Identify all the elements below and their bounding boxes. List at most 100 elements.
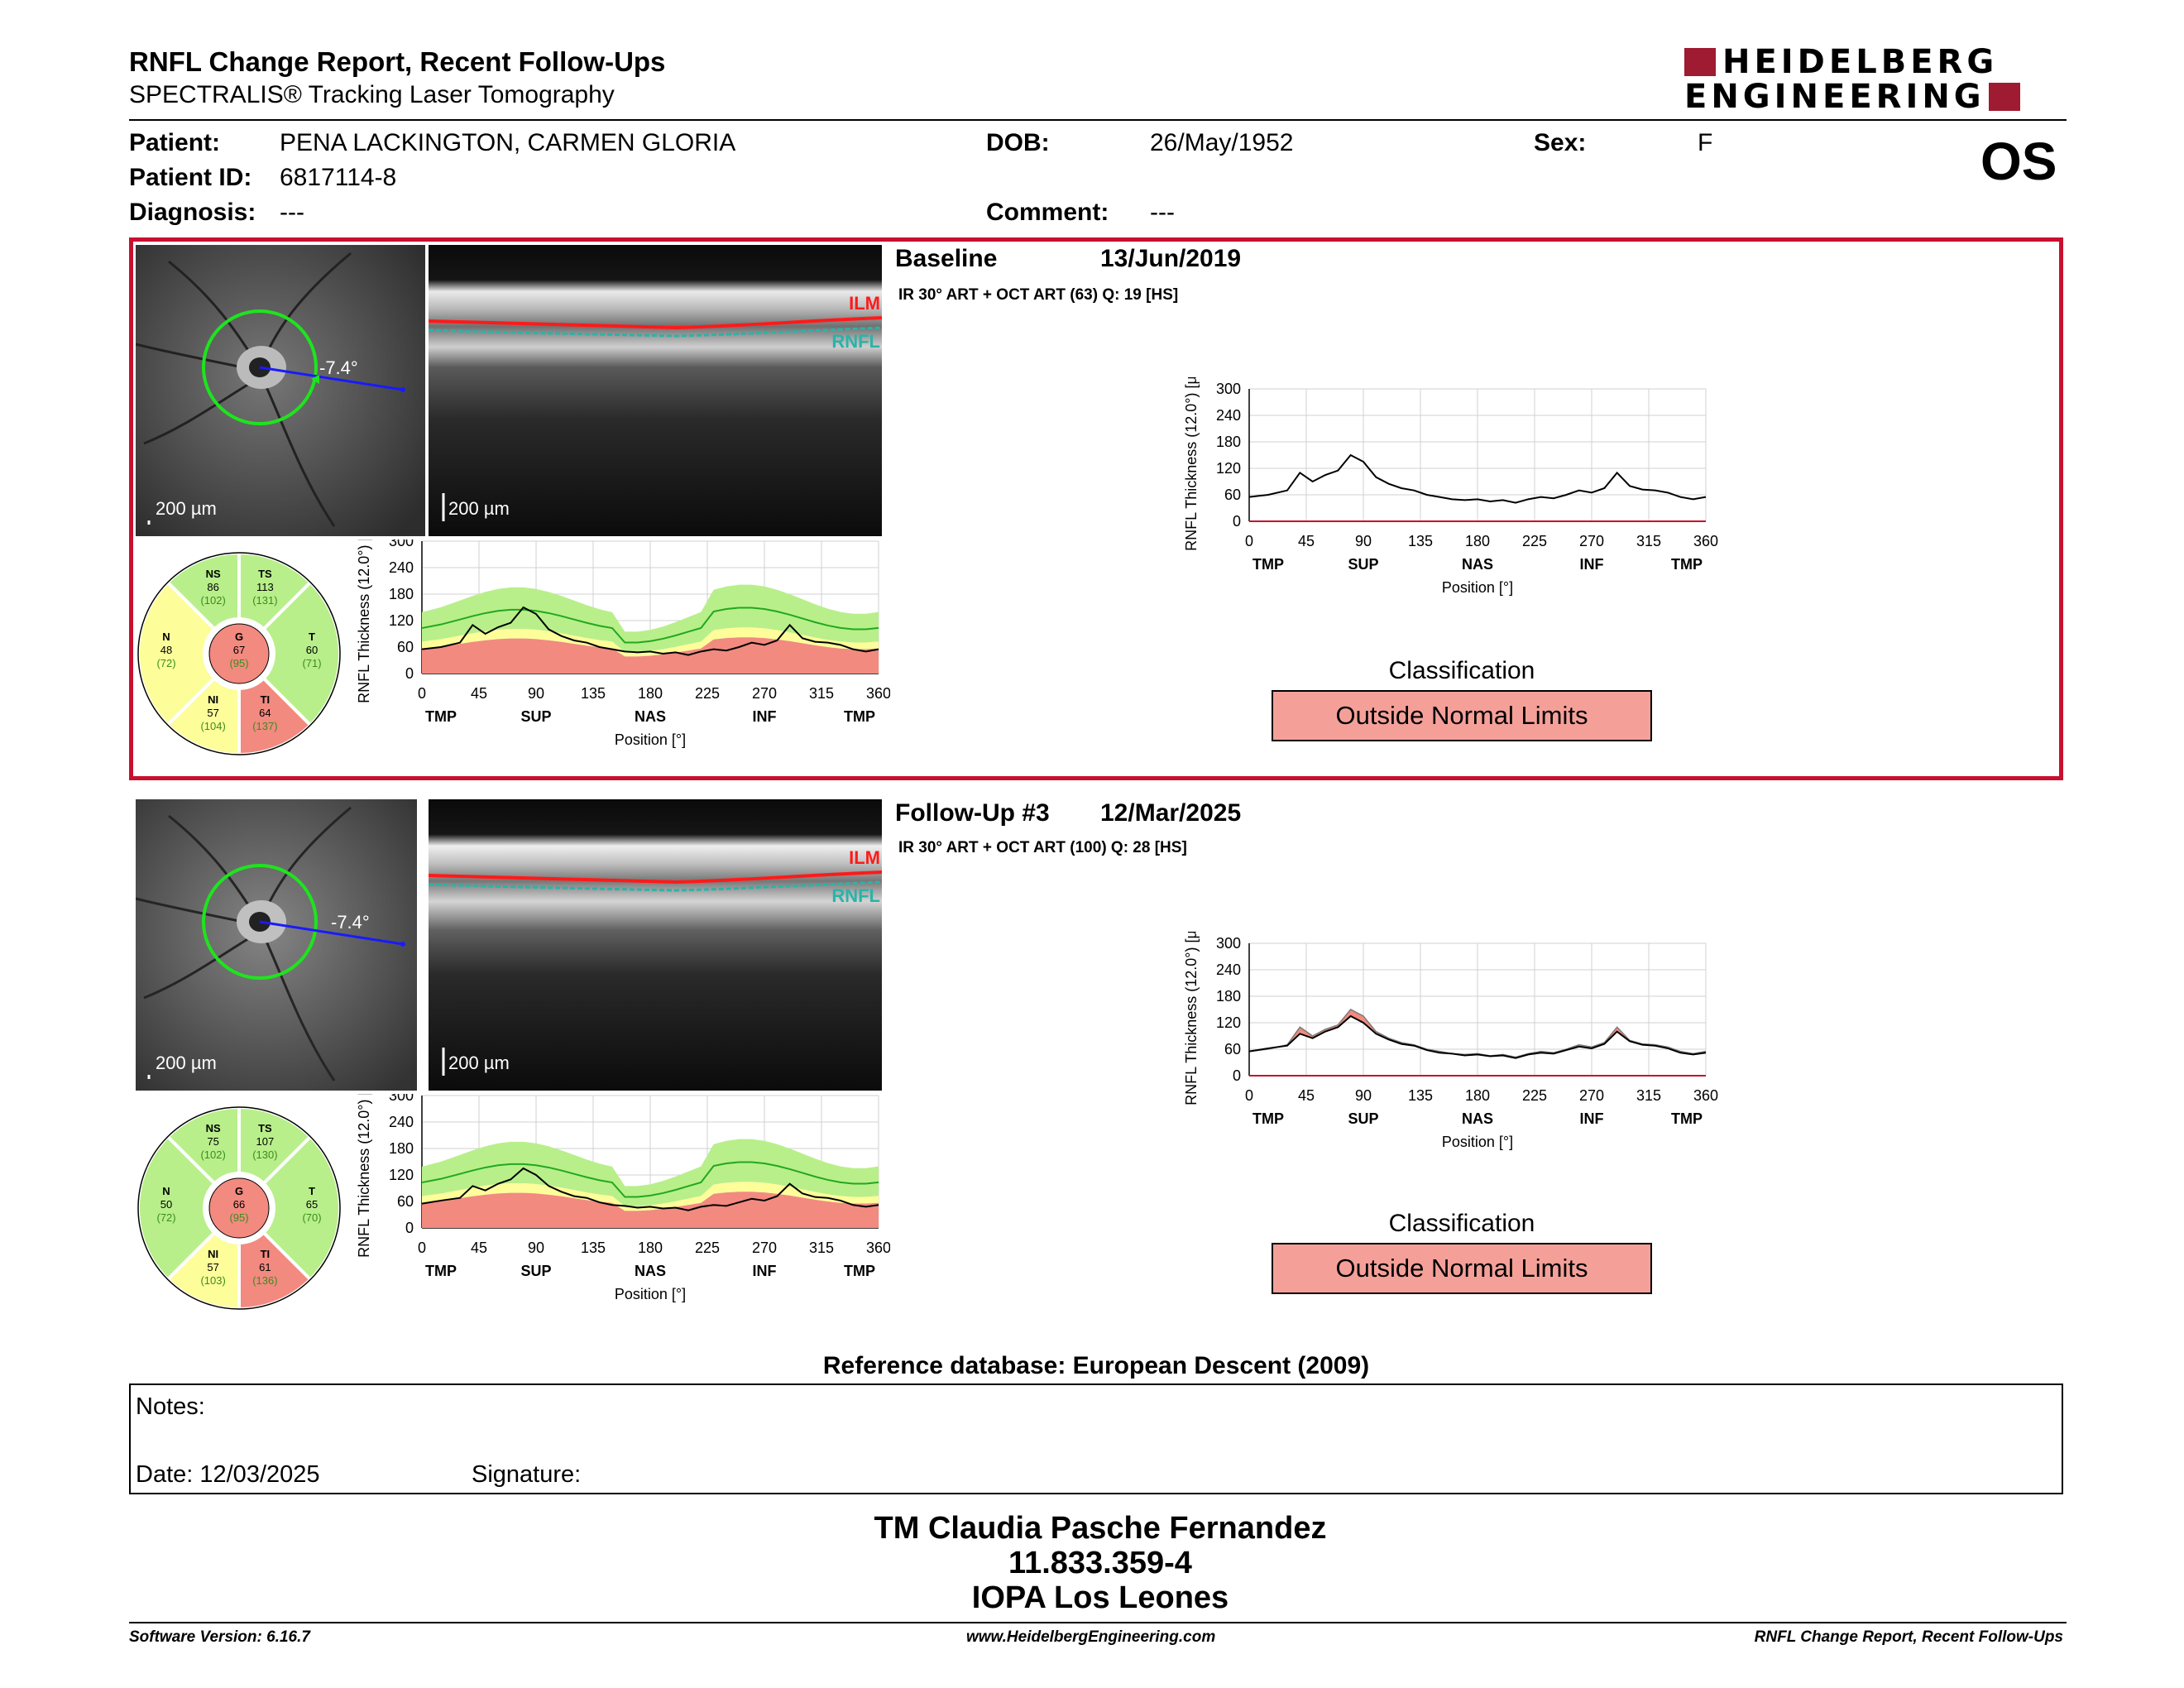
logo-square-icon bbox=[1684, 48, 1716, 76]
y-tick-label: 60 bbox=[397, 639, 414, 655]
normal-range-band bbox=[422, 584, 879, 652]
diagnosis-value: --- bbox=[280, 199, 304, 226]
sector-label-ti: TI bbox=[261, 1248, 271, 1260]
sector-label-ts: TS bbox=[258, 568, 272, 580]
sector-axis-label: NAS bbox=[1462, 1110, 1493, 1127]
x-tick-label: 180 bbox=[1465, 533, 1490, 549]
sector-value-g: 67 bbox=[233, 644, 245, 656]
y-tick-label: 240 bbox=[1216, 961, 1241, 978]
bscan-scale-label: 200 µm bbox=[448, 1053, 510, 1073]
baseline-thickness-profile-chart: 0 60 120 180 240 300 0 45 90 135 180 225 270 315 360 TM… bbox=[356, 539, 890, 748]
x-tick-label: 225 bbox=[1522, 1087, 1547, 1104]
baseline-fundus-image: -7.4° 200 µm bbox=[136, 245, 425, 536]
x-tick-label: 315 bbox=[1636, 1087, 1661, 1104]
thickness-line bbox=[421, 1167, 879, 1211]
patient-name: PENA LACKINGTON, CARMEN GLORIA bbox=[280, 129, 736, 156]
sector-label-ti: TI bbox=[261, 693, 271, 706]
normative-mean-line bbox=[421, 1161, 879, 1198]
x-tick-label: 180 bbox=[638, 685, 663, 702]
footer-report-name: RNFL Change Report, Recent Follow-Ups bbox=[1754, 1628, 2063, 1646]
sector-reference-ni: (104) bbox=[200, 720, 225, 732]
logo-square-icon bbox=[1988, 83, 2020, 111]
bscan-drawing bbox=[429, 245, 882, 536]
sector-value-ts: 113 bbox=[256, 581, 274, 593]
patient-id: 6817114-8 bbox=[280, 164, 397, 191]
website-link[interactable]: www.HeidelbergEngineering.com bbox=[966, 1628, 1216, 1646]
sector-axis-label: SUP bbox=[520, 708, 551, 725]
sector-value-t: 65 bbox=[306, 1198, 318, 1211]
sector-axis-label: NAS bbox=[1462, 556, 1493, 573]
change-difference-area bbox=[1249, 1009, 1706, 1058]
x-tick-label: 360 bbox=[866, 1240, 890, 1256]
x-tick-label: 360 bbox=[1693, 1087, 1718, 1104]
y-tick-label: 0 bbox=[1233, 513, 1241, 530]
scan-angle-label: -7.4° bbox=[319, 357, 358, 378]
notes-box: Notes: Date: 12/03/2025 Signature: bbox=[129, 1383, 2063, 1494]
x-tick-label: 135 bbox=[581, 685, 606, 702]
sector-outline bbox=[137, 552, 341, 755]
x-tick-label: 225 bbox=[1522, 533, 1547, 549]
sector-value-ti: 61 bbox=[259, 1261, 271, 1273]
x-axis-title: Position [°] bbox=[615, 1286, 686, 1302]
x-tick-label: 225 bbox=[695, 1240, 720, 1256]
sector-axis-label: TMP bbox=[844, 1263, 875, 1279]
followup-sector-chart: TS107(130)NS75(102)N50(72)NI57(103)TI61(… bbox=[136, 1105, 342, 1312]
sector-axis-label: NAS bbox=[635, 1263, 666, 1279]
y-tick-label: 180 bbox=[1216, 988, 1241, 1005]
x-tick-label: 135 bbox=[1408, 1087, 1433, 1104]
sector-reference-ns: (102) bbox=[200, 594, 225, 607]
x-tick-label: 315 bbox=[1636, 533, 1661, 549]
y-axis-title: RNFL Thickness (12.0°) [µm] bbox=[356, 1094, 372, 1258]
notes-label: Notes: bbox=[136, 1393, 205, 1420]
y-tick-label: 0 bbox=[405, 665, 414, 682]
x-tick-label: 135 bbox=[1408, 533, 1433, 549]
x-tick-label: 0 bbox=[418, 1240, 426, 1256]
x-tick-label: 360 bbox=[866, 685, 890, 702]
report-subtitle: SPECTRALIS® Tracking Laser Tomography bbox=[129, 81, 615, 108]
baseline-oct-bscan: ILM RNFL 200 µm bbox=[429, 245, 882, 536]
x-tick-label: 45 bbox=[471, 1240, 487, 1256]
sector-value-g: 66 bbox=[233, 1198, 245, 1211]
y-axis-title: RNFL Thickness (12.0°) [µm] bbox=[1183, 932, 1200, 1105]
sector-label-ns: NS bbox=[206, 568, 221, 580]
followup-date: 12/Mar/2025 bbox=[1100, 799, 1242, 827]
baseline-title: Baseline bbox=[895, 245, 998, 272]
x-tick-label: 135 bbox=[581, 1240, 606, 1256]
followup-classification-badge: Outside Normal Limits bbox=[1272, 1243, 1652, 1294]
normal-range-band bbox=[422, 1139, 879, 1206]
sector-reference-t: (71) bbox=[302, 657, 321, 669]
sector-axis-label: INF bbox=[1580, 1110, 1604, 1127]
bscan-scale-label: 200 µm bbox=[448, 498, 510, 519]
y-tick-label: 300 bbox=[389, 1094, 414, 1104]
footer-divider bbox=[129, 1622, 2067, 1623]
x-axis-title: Position [°] bbox=[1442, 1134, 1513, 1150]
sector-axis-label: NAS bbox=[635, 708, 666, 725]
followup-title: Follow-Up #3 bbox=[895, 799, 1050, 827]
baseline-thickness-line-chart: 0 60 120 180 240 300 0 45 90 135 180 225 270 315 360 TM… bbox=[1183, 377, 1718, 596]
x-axis-title: Position [°] bbox=[1442, 579, 1513, 596]
sector-value-ns: 75 bbox=[207, 1135, 218, 1148]
sector-axis-label: SUP bbox=[1348, 1110, 1378, 1127]
x-tick-label: 0 bbox=[1245, 1087, 1253, 1104]
software-version: Software Version: 6.16.7 bbox=[129, 1628, 310, 1646]
sector-label-ni: NI bbox=[208, 1248, 218, 1260]
followup-classification-title: Classification bbox=[1388, 1210, 1535, 1237]
sector-axis-label: TMP bbox=[1671, 1110, 1703, 1127]
sex-value: F bbox=[1698, 129, 1713, 156]
dob-value: 26/May/1952 bbox=[1150, 129, 1294, 156]
x-tick-label: 315 bbox=[809, 1240, 834, 1256]
sector-reference-ti: (137) bbox=[252, 720, 277, 732]
x-tick-label: 225 bbox=[695, 685, 720, 702]
baseline-acquisition-meta: IR 30° ART + OCT ART (63) Q: 19 [HS] bbox=[898, 286, 1179, 304]
x-tick-label: 45 bbox=[1298, 533, 1315, 549]
y-tick-label: 240 bbox=[389, 1114, 414, 1130]
thickness-line bbox=[1248, 453, 1707, 504]
rnfl-label: RNFL bbox=[831, 885, 880, 906]
sex-label: Sex: bbox=[1534, 129, 1587, 156]
x-tick-label: 270 bbox=[752, 1240, 777, 1256]
sector-label-g: G bbox=[235, 1185, 243, 1197]
y-axis-title: RNFL Thickness (12.0°) [µm] bbox=[1183, 377, 1200, 551]
sector-axis-label: TMP bbox=[844, 708, 875, 725]
logo-text-2: ENGINEERING bbox=[1684, 78, 1985, 116]
x-tick-label: 270 bbox=[1579, 533, 1604, 549]
